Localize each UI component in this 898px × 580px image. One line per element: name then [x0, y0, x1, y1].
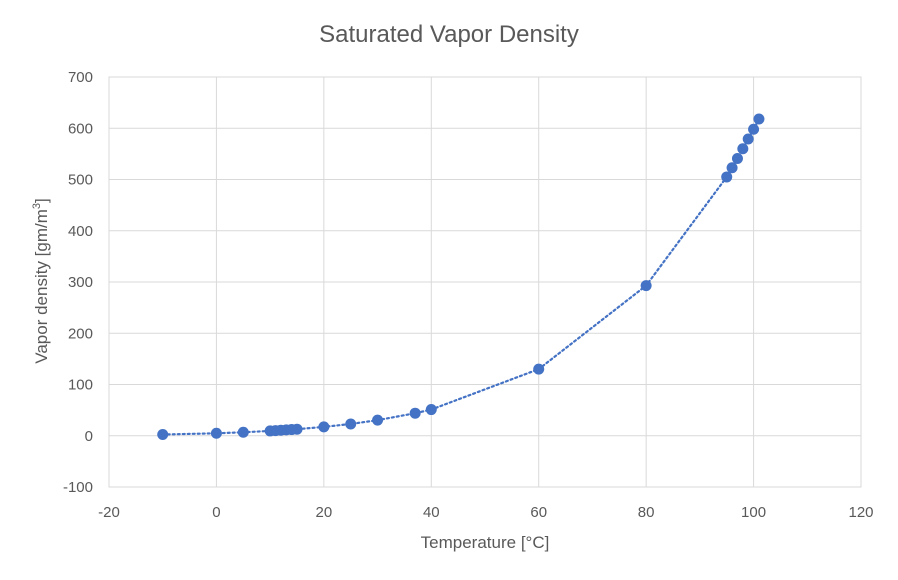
data-point — [372, 414, 384, 426]
chart-title: Saturated Vapor Density — [319, 21, 579, 48]
x-tick-labels: -20 0 20 40 60 80 100 120 — [98, 504, 873, 521]
y-tick-label: 600 — [68, 120, 93, 137]
y-tick-label: 500 — [68, 172, 93, 189]
data-point — [731, 152, 743, 164]
x-tick-label: 100 — [741, 504, 766, 521]
y-tick-label: 700 — [68, 69, 93, 86]
x-tick-label: 20 — [316, 504, 333, 521]
gridlines — [108, 76, 862, 488]
y-axis-label-superscript: 3 — [31, 203, 43, 209]
y-tick-label: 400 — [68, 223, 93, 240]
x-tick-label: 0 — [212, 504, 220, 521]
y-axis-label-end: ] — [32, 198, 51, 203]
data-point — [345, 418, 357, 430]
data-point — [210, 427, 222, 439]
data-point — [753, 113, 765, 125]
data-point — [742, 133, 754, 145]
x-tick-label: 60 — [530, 504, 547, 521]
data-point — [533, 363, 545, 375]
data-point — [157, 429, 169, 441]
data-point — [737, 143, 749, 155]
y-tick-label: 100 — [68, 377, 93, 394]
data-point — [237, 426, 249, 438]
data-point — [721, 171, 733, 183]
data-points — [157, 113, 765, 441]
x-tick-label: 40 — [423, 504, 440, 521]
trendline — [161, 117, 761, 436]
data-point — [425, 404, 437, 416]
x-tick-label: 80 — [638, 504, 655, 521]
x-axis-label: Temperature [°C] — [421, 533, 550, 552]
data-point — [291, 423, 303, 435]
data-point — [409, 407, 421, 419]
y-tick-label: 300 — [68, 274, 93, 291]
y-tick-label: -100 — [63, 479, 93, 496]
trendline-layer — [161, 117, 761, 436]
x-tick-label: -20 — [98, 504, 120, 521]
data-point — [748, 123, 760, 135]
data-point — [726, 162, 738, 174]
data-point — [318, 421, 330, 433]
y-axis-label: Vapor density [gm/m3] — [31, 198, 51, 364]
y-tick-labels: -100 0 100 200 300 400 500 600 700 — [63, 69, 93, 496]
y-axis-label-main: Vapor density [gm/m — [32, 209, 51, 364]
y-tick-label: 200 — [68, 325, 93, 342]
plot-area-frame — [108, 76, 862, 488]
x-tick-label: 120 — [848, 504, 873, 521]
data-point — [640, 280, 652, 292]
y-tick-label: 0 — [85, 428, 93, 445]
